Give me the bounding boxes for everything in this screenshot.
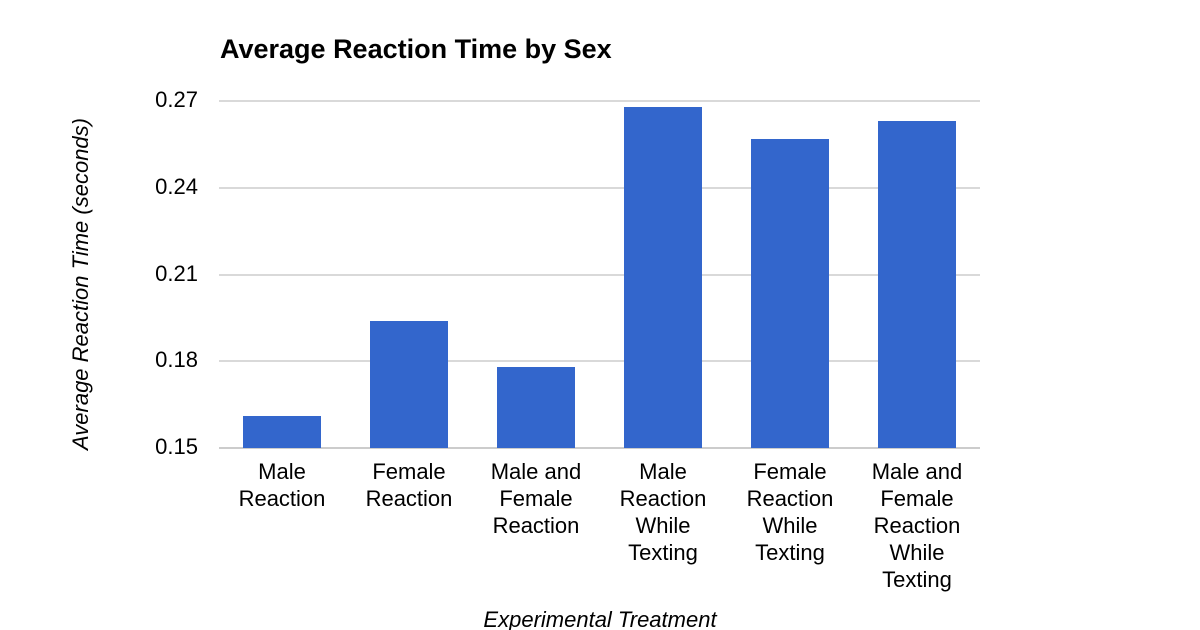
plot-area	[219, 100, 980, 449]
y-tick-label: 0.15	[155, 434, 198, 459]
x-tick-label: Male Reaction	[238, 459, 326, 511]
y-tick-label: 0.27	[155, 87, 198, 112]
x-axis-title: Experimental Treatment	[483, 607, 717, 630]
x-axis-baseline	[219, 447, 980, 449]
bar	[878, 121, 956, 448]
gridline	[219, 186, 980, 189]
chart-title: Average Reaction Time by Sex	[220, 34, 612, 64]
x-tick-label: Female Reaction While Texting	[746, 459, 834, 565]
y-tick-label: 0.24	[155, 173, 198, 199]
bar	[370, 321, 448, 448]
x-tick-label: Male and Female Reaction	[490, 459, 582, 538]
gridline	[219, 360, 980, 363]
bar	[243, 416, 321, 448]
bar	[751, 139, 829, 448]
y-tick-label: 0.18	[155, 347, 198, 373]
x-tick-label: Male and Female Reaction While Texting	[871, 459, 963, 592]
gridline	[219, 100, 980, 102]
x-tick-label: Female Reaction	[365, 459, 453, 511]
gridline	[219, 273, 980, 276]
y-tick-label: 0.21	[155, 260, 198, 286]
bar	[497, 367, 575, 448]
bar	[624, 107, 702, 448]
x-tick-label: Male Reaction While Texting	[619, 459, 707, 565]
